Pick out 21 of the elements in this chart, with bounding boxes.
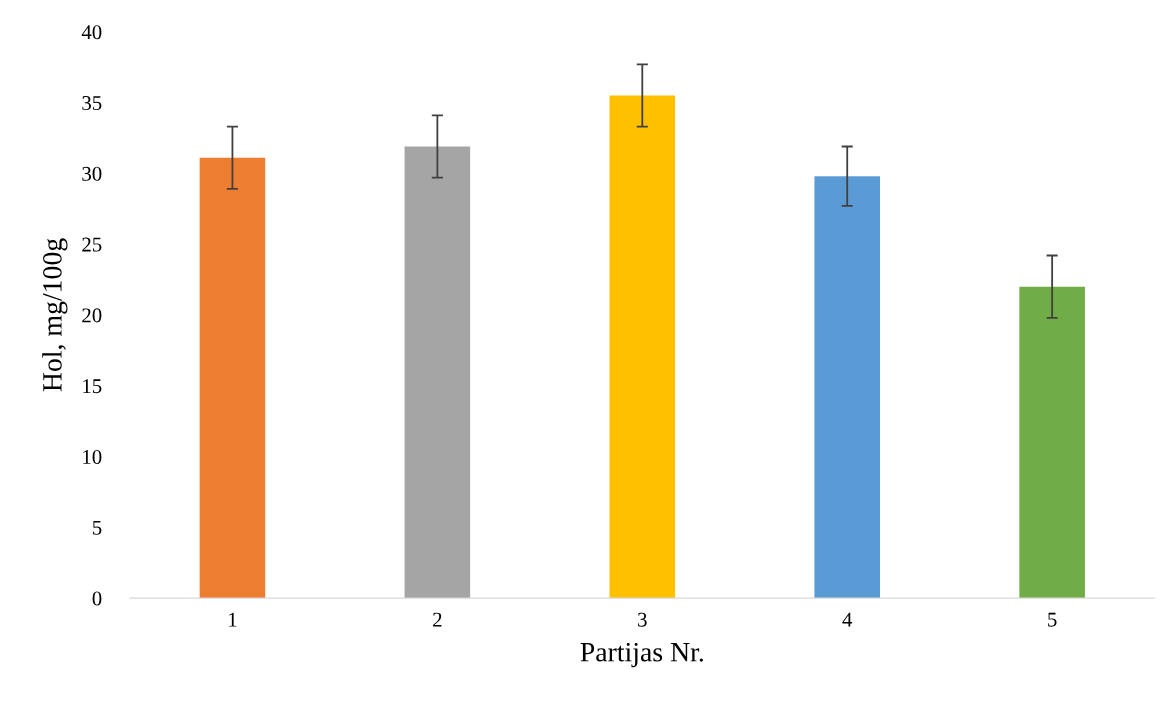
bar	[609, 95, 676, 599]
y-tick-label: 10	[83, 449, 102, 464]
bar	[1019, 286, 1085, 599]
y-tick-label: 35	[82, 96, 102, 111]
bar	[199, 157, 266, 599]
y-tick-label: 40	[81, 25, 102, 40]
y-tick-label: 0	[92, 591, 102, 606]
x-axis-title: Partijas Nr.	[580, 642, 703, 668]
y-tick-label: 25	[82, 237, 102, 252]
bar	[404, 146, 471, 599]
y-tick-label: 30	[82, 166, 102, 181]
y-tick-label: 5	[93, 520, 102, 535]
y-tick-label: 15	[83, 379, 102, 394]
x-tick-label: 3	[638, 612, 647, 627]
x-tick-label: 2	[433, 612, 442, 627]
bar	[814, 176, 881, 599]
x-tick-label: 1	[229, 612, 237, 627]
y-tick-label: 20	[82, 308, 102, 323]
x-tick-label: 5	[1048, 612, 1057, 627]
y-axis-title: Hol, mg/100g	[42, 238, 68, 392]
x-tick-label: 4	[842, 612, 853, 627]
